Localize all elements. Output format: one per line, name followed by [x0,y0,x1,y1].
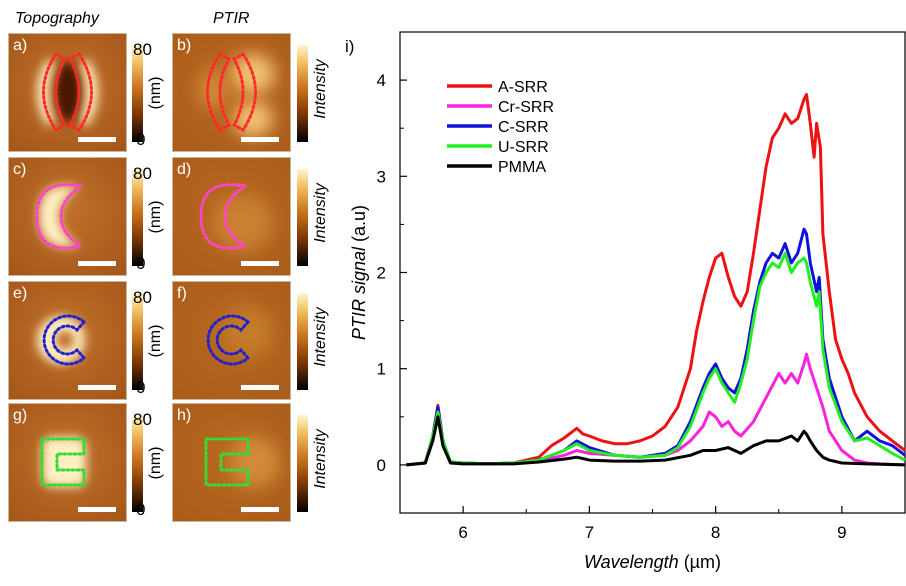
srr-outline [206,52,257,132]
srr-outline [204,437,250,487]
panel-label-c: c) [13,161,27,178]
scale-bar-g [78,507,116,512]
panel-label-g: g) [13,407,28,424]
topo-colorbar-2-max: 80 [133,164,152,183]
panel-label-a: a) [13,37,28,54]
topo-colorbar-3-max: 80 [133,288,152,307]
legend-label-c-srr: C-SRR [498,119,549,136]
scale-bar-h [241,507,279,512]
topo-colorbar-4 [132,415,143,512]
panel-e-topography-map [8,281,127,400]
ptir-header: PTIR [213,10,250,27]
panel-background [173,34,290,151]
topo-colorbar-1-min: 0 [136,130,146,149]
x-axis-label: Wavelength (µm) [584,552,721,572]
srr-outline [206,314,251,366]
series-line-a-srr [406,93,906,467]
y-tick-label: 1 [377,360,386,379]
panel-g-topography-map [8,403,127,522]
panel-label-f: f) [177,285,187,302]
ptir-colorbar-2 [297,169,308,266]
srr-outline [199,183,249,250]
y-tick-label: 0 [377,456,386,475]
y-axis-label: PTIR signal (a.u) [349,205,369,340]
topo-colorbar-1-max: 80 [133,40,152,59]
scale-bar-d [241,261,279,266]
legend-label-a-srr: A-SRR [498,79,548,96]
legend-label-cr-srr: Cr-SRR [498,99,554,116]
x-tick-label: 9 [837,523,846,542]
y-tick-label: 3 [377,167,386,186]
panel-label-d: d) [177,161,192,178]
srr-outline [35,183,85,250]
ptir-colorbar-3 [297,293,308,390]
panel-background [9,158,126,275]
y-tick-label: 4 [377,71,386,90]
panel-b-ptir-map [172,33,291,152]
scale-bar-a [78,137,116,142]
legend-label-pmma: PMMA [498,159,546,176]
panel-h-ptir-map [172,403,291,522]
panel-label-b: b) [177,37,192,54]
scale-bar-c [78,261,116,266]
panel-d-ptir-map [172,157,291,276]
scale-bar-e [78,385,116,390]
panel-label-e: e) [13,285,28,302]
series-line-pmma [406,415,906,467]
panel-a-topography-map [8,33,127,152]
topography-header: Topography [15,10,99,27]
srr-outline [42,314,87,366]
ptir-colorbar-1 [297,45,308,142]
y-tick-label: 2 [377,264,386,283]
topo-colorbar-1 [132,45,143,142]
srr-outline [40,437,86,487]
series-line-cr-srr [406,352,906,467]
topo-colorbar-2-min: 0 [136,254,146,273]
panel-c-topography-map [8,157,127,276]
ptir-colorbar-4 [297,415,308,512]
topo-colorbar-3 [132,293,143,390]
scale-bar-b [241,137,279,142]
chart-panel-label: i) [345,37,354,56]
topo-colorbar-3-min: 0 [136,378,146,397]
topo-colorbar-4-max: 80 [133,410,152,429]
x-tick-label: 6 [458,523,467,542]
topo-colorbar-2 [132,169,143,266]
plot-frame [399,31,906,514]
x-tick-label: 7 [585,523,594,542]
srr-outline [42,52,93,132]
scale-bar-f [241,385,279,390]
legend-label-u-srr: U-SRR [498,139,549,156]
panel-f-ptir-map [172,281,291,400]
topo-colorbar-4-min: 0 [136,500,146,519]
panel-label-h: h) [177,407,192,424]
x-tick-label: 8 [711,523,720,542]
